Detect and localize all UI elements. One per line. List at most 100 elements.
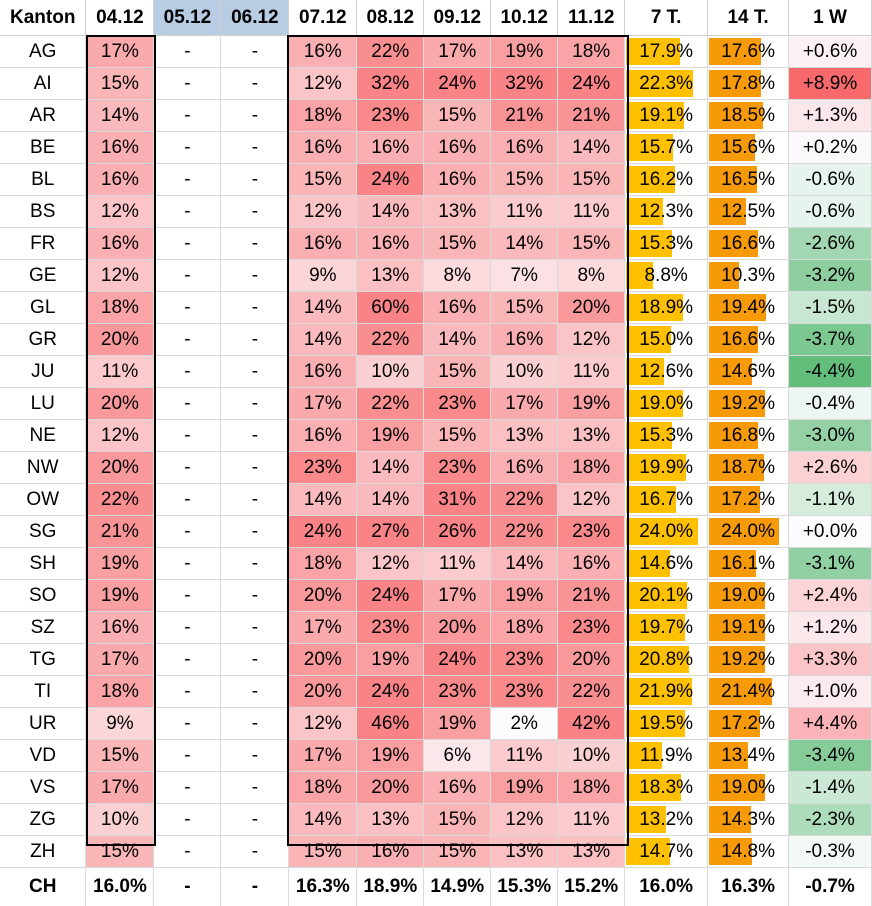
header-date: 06.12: [221, 0, 289, 36]
daily-rate-cell: -: [221, 356, 289, 388]
daily-rate-cell: -: [154, 420, 221, 452]
header-date: 08.12: [357, 0, 424, 36]
daily-rate-cell: 10%: [86, 804, 154, 836]
daily-rate-cell: 16%: [289, 420, 357, 452]
daily-rate-cell: 9%: [86, 708, 154, 740]
seven-day-cell-value: 21.9%: [639, 681, 693, 702]
fourteen-day-cell: 21.4%: [708, 676, 789, 708]
daily-rate-cell: 14%: [86, 100, 154, 132]
seven-day-cell: 19.0%: [625, 388, 708, 420]
daily-rate-cell: -: [221, 772, 289, 804]
header-14-day: 14 T.: [708, 0, 789, 36]
daily-rate-cell: -: [221, 644, 289, 676]
daily-rate-cell: 18%: [558, 36, 625, 68]
daily-rate-cell: 18%: [289, 772, 357, 804]
kanton-cell: BS: [0, 196, 86, 228]
fourteen-day-cell-value: 16.6%: [721, 233, 775, 254]
daily-rate-cell: 24%: [289, 516, 357, 548]
daily-rate-cell: 22%: [357, 324, 424, 356]
seven-day-cell: 15.3%: [625, 420, 708, 452]
fourteen-day-cell-value: 14.6%: [721, 361, 775, 382]
fourteen-day-cell: 14.8%: [708, 836, 789, 868]
daily-rate-cell: 12%: [289, 708, 357, 740]
daily-rate-cell: 7%: [491, 260, 558, 292]
fourteen-day-cell: 16.5%: [708, 164, 789, 196]
daily-rate-cell: -: [154, 68, 221, 100]
daily-rate-cell: 15%: [289, 164, 357, 196]
kanton-cell: VD: [0, 740, 86, 772]
daily-rate-cell: -: [154, 836, 221, 868]
daily-rate-cell: 19%: [558, 388, 625, 420]
daily-rate-cell: -: [221, 580, 289, 612]
seven-day-cell-value: 16.7%: [639, 489, 693, 510]
daily-rate-cell: 22%: [558, 676, 625, 708]
daily-rate-cell: -: [154, 484, 221, 516]
daily-rate-cell: 24%: [424, 644, 491, 676]
total-daily-cell: -: [154, 868, 221, 906]
seven-day-cell-value: 15.3%: [639, 425, 693, 446]
daily-rate-cell: -: [221, 388, 289, 420]
seven-day-cell-value: 14.6%: [639, 553, 693, 574]
fourteen-day-cell-value: 12.5%: [721, 201, 775, 222]
seven-day-cell-value: 12.3%: [639, 201, 693, 222]
daily-rate-cell: 16%: [86, 132, 154, 164]
daily-rate-cell: 16%: [357, 228, 424, 260]
daily-rate-cell: 16%: [289, 228, 357, 260]
daily-rate-cell: 23%: [357, 612, 424, 644]
daily-rate-cell: 12%: [289, 68, 357, 100]
fourteen-day-cell-value: 19.0%: [721, 585, 775, 606]
daily-rate-cell: 13%: [357, 260, 424, 292]
week-change-cell: -3.1%: [789, 548, 872, 580]
daily-rate-cell: -: [154, 228, 221, 260]
week-change-cell: +0.0%: [789, 516, 872, 548]
daily-rate-cell: 16%: [289, 132, 357, 164]
seven-day-cell: 12.6%: [625, 356, 708, 388]
seven-day-cell: 12.3%: [625, 196, 708, 228]
daily-rate-cell: 16%: [491, 132, 558, 164]
week-change-cell: -1.5%: [789, 292, 872, 324]
daily-rate-cell: 46%: [357, 708, 424, 740]
daily-rate-cell: 18%: [86, 676, 154, 708]
fourteen-day-cell-value: 17.6%: [721, 41, 775, 62]
daily-rate-cell: 16%: [86, 612, 154, 644]
daily-rate-cell: 21%: [558, 580, 625, 612]
daily-rate-cell: -: [154, 356, 221, 388]
seven-day-cell: 16.2%: [625, 164, 708, 196]
daily-rate-cell: -: [221, 484, 289, 516]
kanton-cell: OW: [0, 484, 86, 516]
fourteen-day-cell: 19.0%: [708, 772, 789, 804]
daily-rate-cell: -: [154, 708, 221, 740]
seven-day-cell-value: 19.7%: [639, 617, 693, 638]
daily-rate-cell: -: [154, 612, 221, 644]
daily-rate-cell: 14%: [491, 228, 558, 260]
seven-day-cell-value: 19.0%: [639, 393, 693, 414]
fourteen-day-cell: 14.3%: [708, 804, 789, 836]
seven-day-cell-value: 19.1%: [639, 105, 693, 126]
fourteen-day-cell: 13.4%: [708, 740, 789, 772]
daily-rate-cell: -: [154, 548, 221, 580]
daily-rate-cell: -: [154, 388, 221, 420]
fourteen-day-cell: 17.2%: [708, 484, 789, 516]
seven-day-cell-value: 15.0%: [639, 329, 693, 350]
header-date: 11.12: [558, 0, 625, 36]
daily-rate-cell: 22%: [357, 388, 424, 420]
fourteen-day-cell-value: 18.5%: [721, 105, 775, 126]
fourteen-day-cell-value: 19.1%: [721, 617, 775, 638]
seven-day-cell-value: 19.9%: [639, 457, 693, 478]
total-daily-cell: 16.3%: [289, 868, 357, 906]
daily-rate-cell: 15%: [424, 804, 491, 836]
seven-day-cell: 13.2%: [625, 804, 708, 836]
daily-rate-cell: -: [154, 452, 221, 484]
daily-rate-cell: 16%: [424, 164, 491, 196]
week-change-cell: +4.4%: [789, 708, 872, 740]
daily-rate-cell: -: [154, 804, 221, 836]
fourteen-day-cell: 24.0%: [708, 516, 789, 548]
week-change-cell: +3.3%: [789, 644, 872, 676]
